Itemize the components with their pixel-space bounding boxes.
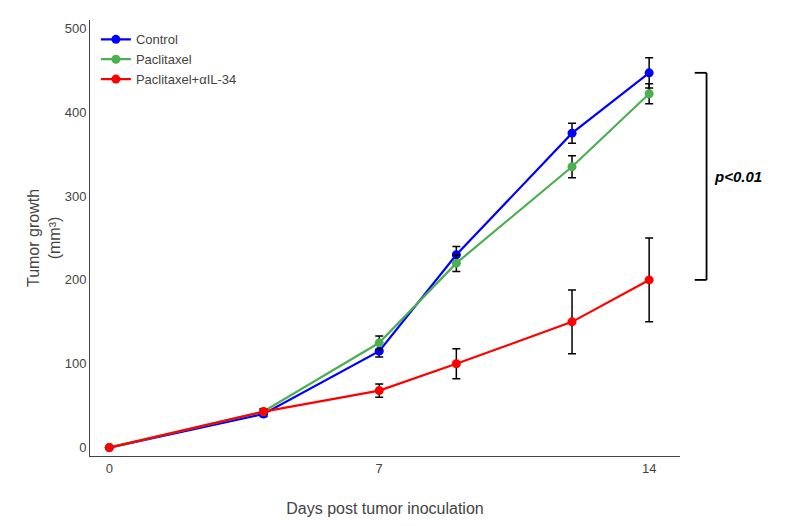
svg-text:Tumor growth(mm³): Tumor growth(mm³) [25, 189, 63, 287]
svg-text:14: 14 [642, 461, 656, 476]
svg-text:p<0.01: p<0.01 [714, 168, 762, 185]
svg-text:500: 500 [65, 21, 87, 36]
svg-text:100: 100 [65, 356, 87, 371]
svg-text:7: 7 [376, 461, 383, 476]
svg-text:Paclitaxel: Paclitaxel [136, 52, 192, 67]
svg-text:Days post tumor inoculation: Days post tumor inoculation [286, 500, 483, 517]
svg-text:Paclitaxel+αIL-34: Paclitaxel+αIL-34 [136, 72, 236, 87]
svg-text:Control: Control [136, 32, 178, 47]
svg-text:0: 0 [106, 461, 113, 476]
svg-text:200: 200 [65, 272, 87, 287]
svg-text:400: 400 [65, 105, 87, 120]
svg-text:300: 300 [65, 189, 87, 204]
svg-text:0: 0 [79, 440, 86, 455]
